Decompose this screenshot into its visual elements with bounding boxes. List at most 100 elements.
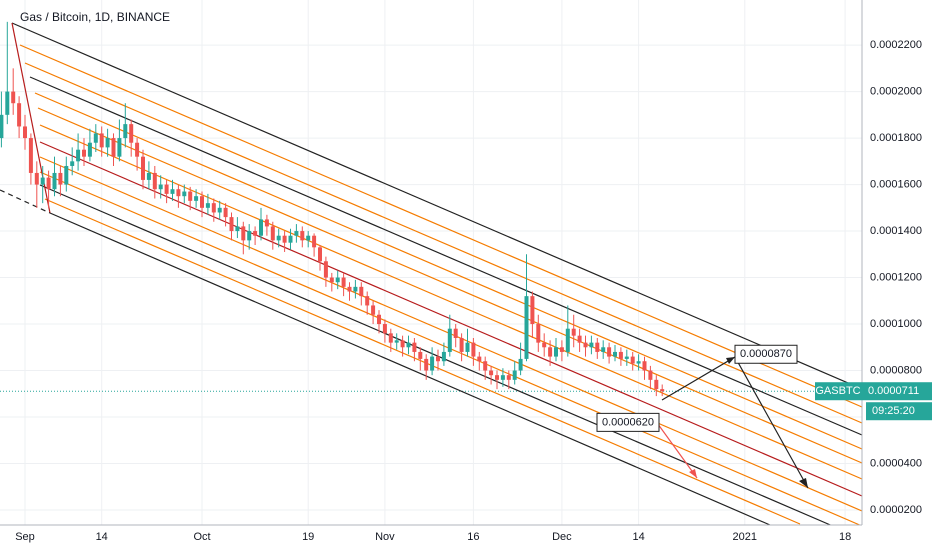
dashed-line (0, 189, 51, 214)
candle-body (406, 342, 411, 348)
candle-body (129, 124, 134, 143)
x-tick-label: 18 (839, 531, 851, 543)
candle-body (453, 328, 458, 338)
candle-body (141, 156, 145, 180)
candle-body (524, 296, 529, 359)
candle-body (40, 177, 45, 185)
price-axis-bg (862, 0, 932, 550)
candle-body (200, 196, 204, 208)
channel-line (37, 107, 863, 464)
candle-body (607, 347, 612, 357)
candle-body (223, 207, 228, 218)
candle-body (536, 324, 541, 343)
candle-body (152, 172, 157, 190)
y-tick-label: 0.0002200 (870, 39, 922, 51)
symbol-label: GASBTC (815, 385, 860, 397)
candle-body (288, 235, 293, 243)
candle-body (477, 356, 482, 362)
y-tick-label: 0.0001000 (870, 318, 922, 330)
channel-line (19, 44, 863, 408)
candle-body (229, 217, 234, 232)
candle-body (613, 351, 617, 357)
annotation-box (734, 344, 798, 364)
candle-body (335, 277, 340, 283)
candle-body (447, 328, 452, 352)
candle-body (217, 207, 222, 213)
candle-body (459, 337, 464, 352)
candle-body (341, 277, 346, 287)
annotations: 0.0000870 0.0000620 (596, 344, 798, 432)
candle-body (46, 177, 51, 190)
candle-body (318, 247, 322, 262)
candle-body (306, 235, 311, 241)
channel-lines (0, 22, 863, 531)
arrow-head (689, 469, 697, 478)
grid (0, 0, 862, 525)
candle-body (5, 91, 10, 115)
candle-body (530, 296, 535, 325)
arrow-head (799, 478, 808, 488)
candle-body (164, 184, 169, 194)
candle-body (82, 149, 86, 157)
channel-line (39, 124, 863, 480)
channel-line (49, 212, 771, 526)
candle-body (23, 126, 27, 139)
candle-body (312, 235, 317, 248)
candle-body (235, 226, 240, 232)
channel-line (29, 76, 863, 436)
candle-body (253, 231, 258, 236)
candle-body (542, 342, 547, 348)
annotation-label: 0.0000870 (740, 348, 792, 360)
candle-body (58, 172, 63, 185)
candle-body (595, 342, 600, 352)
candle-body (648, 370, 653, 380)
candle-body (589, 342, 594, 348)
candle-body (365, 296, 370, 306)
candle-body (377, 314, 381, 325)
candle-body (34, 172, 39, 185)
candle-body (518, 358, 523, 371)
candle-body (99, 133, 104, 148)
candle-body (394, 340, 399, 343)
candle-body (123, 124, 128, 139)
candle-body (300, 231, 305, 241)
candle-body (294, 231, 299, 236)
candle-body (241, 226, 246, 241)
y-tick-label: 0.0001800 (870, 132, 922, 144)
candle-body (111, 138, 116, 157)
candle-body (583, 342, 588, 348)
candle-body (512, 370, 517, 380)
candle-body (70, 161, 75, 166)
candle-body (87, 142, 92, 157)
candle-body (76, 149, 81, 162)
candle-body (211, 203, 216, 213)
channel-line (34, 92, 863, 450)
x-tick-label: 14 (632, 531, 644, 543)
candle-body (371, 305, 376, 315)
candle-body (565, 328, 570, 352)
candle-body (624, 356, 629, 359)
candle-body (194, 196, 199, 201)
candle-body (170, 189, 175, 194)
price-tag (862, 382, 932, 401)
median-line (39, 141, 863, 497)
x-tick-label: Nov (375, 531, 395, 543)
candle-body (618, 351, 623, 359)
candle-body (642, 361, 647, 371)
candle-body (495, 375, 499, 380)
candle-body (64, 165, 69, 185)
candle-body (500, 375, 505, 380)
candle-body (548, 347, 553, 357)
candles (0, 21, 665, 397)
x-tick-label: Dec (552, 531, 572, 543)
candle-body (506, 375, 511, 380)
candle-body (388, 333, 393, 343)
candle-body (323, 261, 328, 278)
channel-line (39, 184, 843, 531)
candle-body (52, 172, 57, 190)
candle-body (270, 226, 275, 241)
y-tick-label: 0.0001600 (870, 178, 922, 190)
candle-body (489, 370, 494, 376)
candle-body (418, 351, 423, 359)
candle-body (264, 219, 269, 227)
